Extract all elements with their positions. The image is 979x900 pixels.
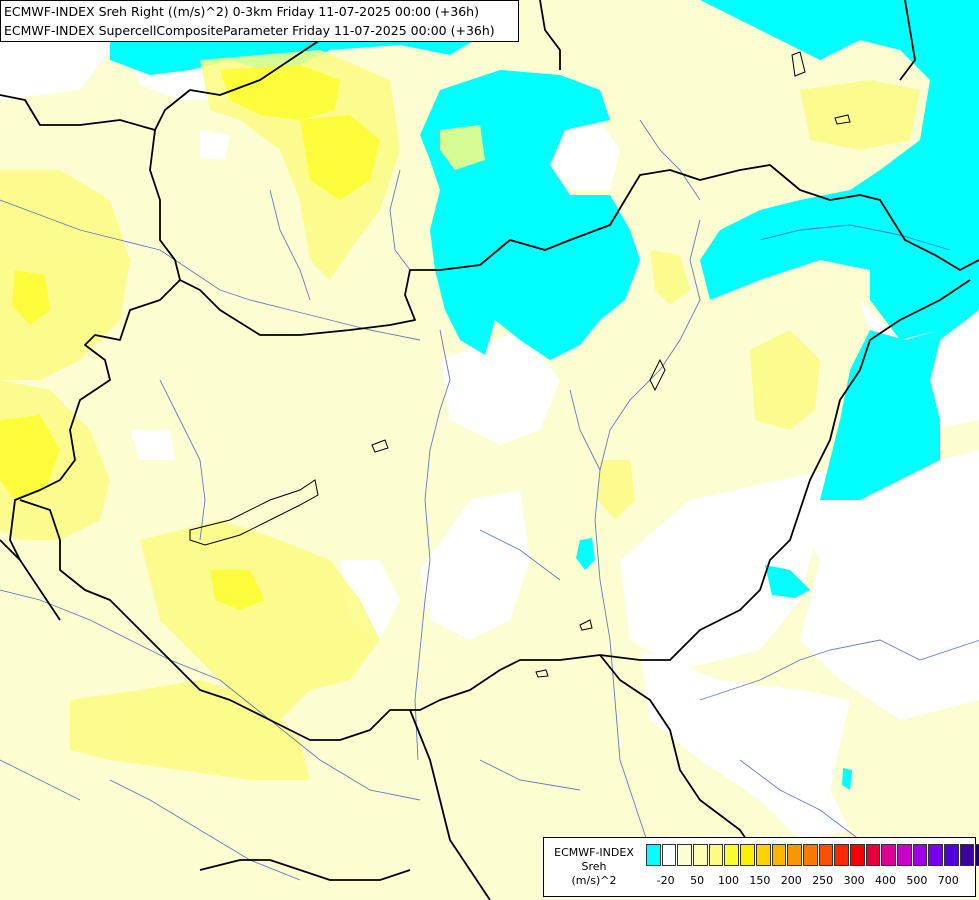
header-line-scp: ECMWF-INDEX SupercellCompositeParameter … [4,23,495,38]
legend-swatch [724,844,740,866]
legend-swatch [959,844,975,866]
legend-tick-label: 300 [843,874,865,887]
color-legend: ECMWF-INDEX Sreh (m/s)^2 -20 50 100 150 200 2… [543,837,979,897]
legend-swatches [646,844,979,866]
legend-swatch [881,844,896,866]
legend-title-model: ECMWF-INDEX [554,846,634,859]
legend-swatch [677,844,693,866]
legend-swatch [771,844,787,866]
legend-swatch [693,844,708,866]
map-header: ECMWF-INDEX Sreh Right ((m/s)^2) 0-3km F… [0,0,519,42]
legend-swatch [897,844,912,866]
sreh-100-150 [0,65,380,610]
legend-swatch [944,844,959,866]
legend-tick-label: 50 [690,874,705,887]
legend-swatch [740,844,755,866]
legend-swatch [865,844,881,866]
legend-tick-label: 250 [812,874,834,887]
legend-swatch [755,844,771,866]
legend-swatch [802,844,818,866]
legend-swatch [849,844,865,866]
legend-tick-label: -20 [656,874,675,887]
legend-swatch [818,844,834,866]
legend-tick-label: 200 [780,874,802,887]
lakes [189,51,851,678]
legend-tick-label: 500 [906,874,928,887]
legend-swatch [834,844,849,866]
legend-tick-label: 700 [937,874,959,887]
legend-swatch [646,844,661,866]
legend-title: ECMWF-INDEX Sreh (m/s)^2 [548,846,640,888]
legend-swatch [661,844,677,866]
legend-swatch [975,844,979,866]
legend-title-param: Sreh [581,860,607,873]
legend-tick-label: 400 [875,874,896,887]
legend-ticks: -20 50 100 150 200 250 300 400 500 700 [646,874,976,888]
legend-swatch [708,844,724,866]
header-line-sreh: ECMWF-INDEX Sreh Right ((m/s)^2) 0-3km F… [4,4,479,19]
legend-swatch [928,844,944,866]
legend-unit: (m/s)^2 [571,874,617,887]
legend-tick-label: 100 [718,874,739,887]
legend-swatch [912,844,928,866]
rivers [0,119,979,881]
legend-swatch [787,844,802,866]
legend-tick-label: 150 [749,874,771,887]
